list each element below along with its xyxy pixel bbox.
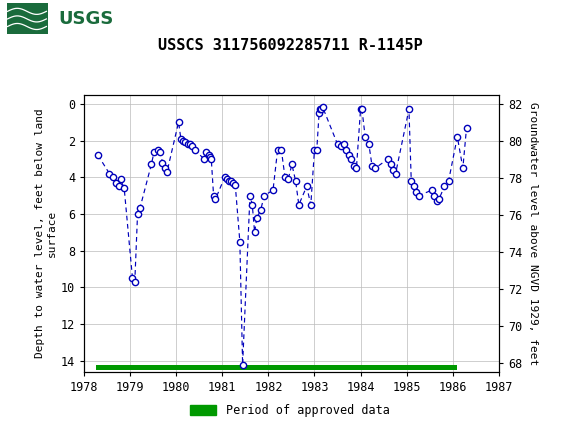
- Bar: [96, 365, 458, 370]
- Legend: Period of approved data: Period of approved data: [186, 399, 394, 422]
- Text: USSCS 311756092285711 R-1145P: USSCS 311756092285711 R-1145P: [158, 38, 422, 52]
- FancyBboxPatch shape: [0, 2, 124, 36]
- Y-axis label: Depth to water level, feet below land
surface: Depth to water level, feet below land su…: [35, 108, 57, 358]
- Text: USGS: USGS: [58, 10, 114, 28]
- FancyBboxPatch shape: [7, 3, 48, 34]
- Y-axis label: Groundwater level above NGVD 1929, feet: Groundwater level above NGVD 1929, feet: [528, 101, 538, 365]
